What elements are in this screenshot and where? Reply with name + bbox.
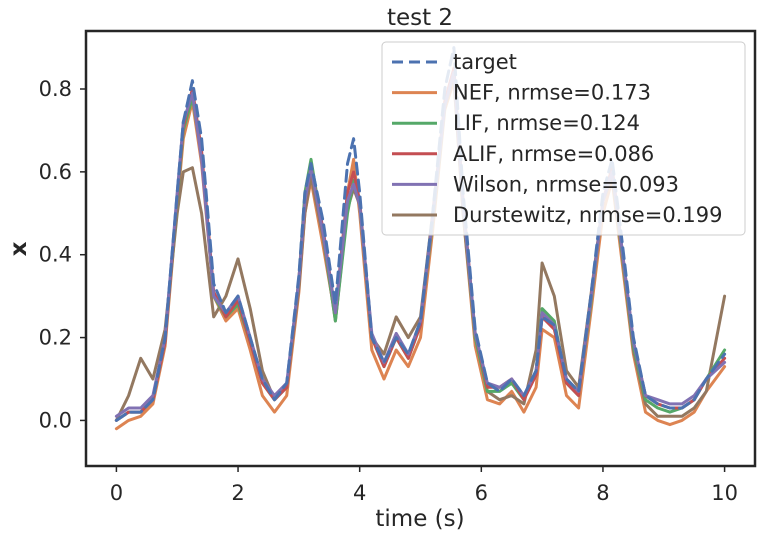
axes-frame <box>84 29 757 468</box>
y-tick-label: 0.4 <box>39 243 72 267</box>
legend-label: ALIF, nrmse=0.086 <box>453 142 654 166</box>
x-tick-label: 10 <box>711 481 738 505</box>
x-tick-label: 6 <box>475 481 488 505</box>
legend-box <box>381 41 746 236</box>
x-tick-label: 4 <box>353 481 366 505</box>
legend-label: NEF, nrmse=0.173 <box>453 81 651 105</box>
legend-label: target <box>453 50 517 74</box>
y-axis-label: x <box>6 241 32 256</box>
series-line <box>114 46 727 422</box>
x-tick-label: 0 <box>110 481 123 505</box>
y-tick-label: 0.0 <box>39 408 72 432</box>
legend-items: target NEF, nrmse=0.173 LIF, nrmse=0.124 AL… <box>392 50 722 227</box>
y-tick-label: 0.6 <box>39 160 72 184</box>
legend-label: LIF, nrmse=0.124 <box>453 111 640 135</box>
legend-label: Wilson, nrmse=0.093 <box>453 172 679 196</box>
legend: target NEF, nrmse=0.173 LIF, nrmse=0.124 AL… <box>381 41 746 236</box>
y-tick-label: 0.2 <box>39 326 72 350</box>
x-tick-label: 2 <box>231 481 244 505</box>
legend-label: Durstewitz, nrmse=0.199 <box>453 203 722 227</box>
x-tick-label: 8 <box>596 481 609 505</box>
chart-title: test 2 <box>387 5 453 31</box>
y-tick-label: 0.8 <box>39 77 72 101</box>
axis-ticks: 0 2 4 6 8 10 0.0 0.2 0.4 0.6 0.8 <box>39 77 738 505</box>
x-axis-label: time (s) <box>375 506 464 532</box>
